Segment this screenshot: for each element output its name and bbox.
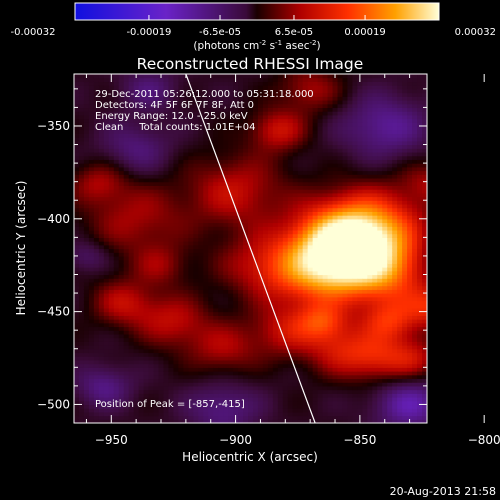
colorbar-tick-label: 6.5e-05 xyxy=(275,27,313,38)
annotation-line: 29-Dec-2011 05:26:12.000 to 05:31:18.000 xyxy=(95,89,314,100)
colorbar: -0.00032 -0.00019 -6.5e-05 6.5e-05 0.00019 0.… xyxy=(11,2,496,52)
chart-title: Reconstructed RHESSI Image xyxy=(137,55,364,73)
colorbar-tick-label: -6.5e-05 xyxy=(199,27,241,38)
x-tick-label: −900 xyxy=(219,433,252,447)
annotation-line: Detectors: 4F 5F 6F 7F 8F, Att 0 xyxy=(95,100,254,111)
footer-timestamp: 20-Aug-2013 21:58 xyxy=(390,485,496,498)
colorbar-ticks: -0.00032 -0.00019 -6.5e-05 6.5e-05 0.00019 0.… xyxy=(11,15,496,38)
y-tick-label: −500 xyxy=(37,397,70,411)
plot-frame xyxy=(73,73,428,424)
colorbar-unit-label: (photons cm-2 s-1 asec-2) xyxy=(193,39,320,52)
annotation-block: 29-Dec-2011 05:26:12.000 to 05:31:18.000… xyxy=(95,89,314,133)
colorbar-tick-label: -0.00032 xyxy=(11,27,56,38)
colorbar-tick-label: -0.00019 xyxy=(126,27,171,38)
y-tick-label: −450 xyxy=(37,305,70,319)
x-axis-label: Heliocentric X (arcsec) xyxy=(182,450,318,464)
y-axis-label: Heliocentric Y (arcsec) xyxy=(14,181,28,316)
heatmap-image xyxy=(74,74,427,423)
annotation-line: Clean Total counts: 1.01E+04 xyxy=(95,122,255,133)
peak-position-label: Position of Peak = [-857,-415] xyxy=(95,399,245,410)
y-tick-label: −350 xyxy=(37,119,70,133)
axis-ticks: −950 −900 −850 −800 −500 −450 −400 −350 xyxy=(37,74,500,447)
x-tick-label: −800 xyxy=(468,433,500,447)
colorbar-gradient xyxy=(74,2,440,21)
solar-limb-line xyxy=(185,74,316,423)
colorbar-tick-label: 0.00019 xyxy=(344,27,385,38)
y-tick-label: −400 xyxy=(37,212,70,226)
x-tick-label: −850 xyxy=(343,433,376,447)
x-tick-label: −950 xyxy=(95,433,128,447)
annotation-line: Energy Range: 12.0 - 25.0 keV xyxy=(95,111,248,122)
colorbar-tick-label: 0.00032 xyxy=(455,27,496,38)
